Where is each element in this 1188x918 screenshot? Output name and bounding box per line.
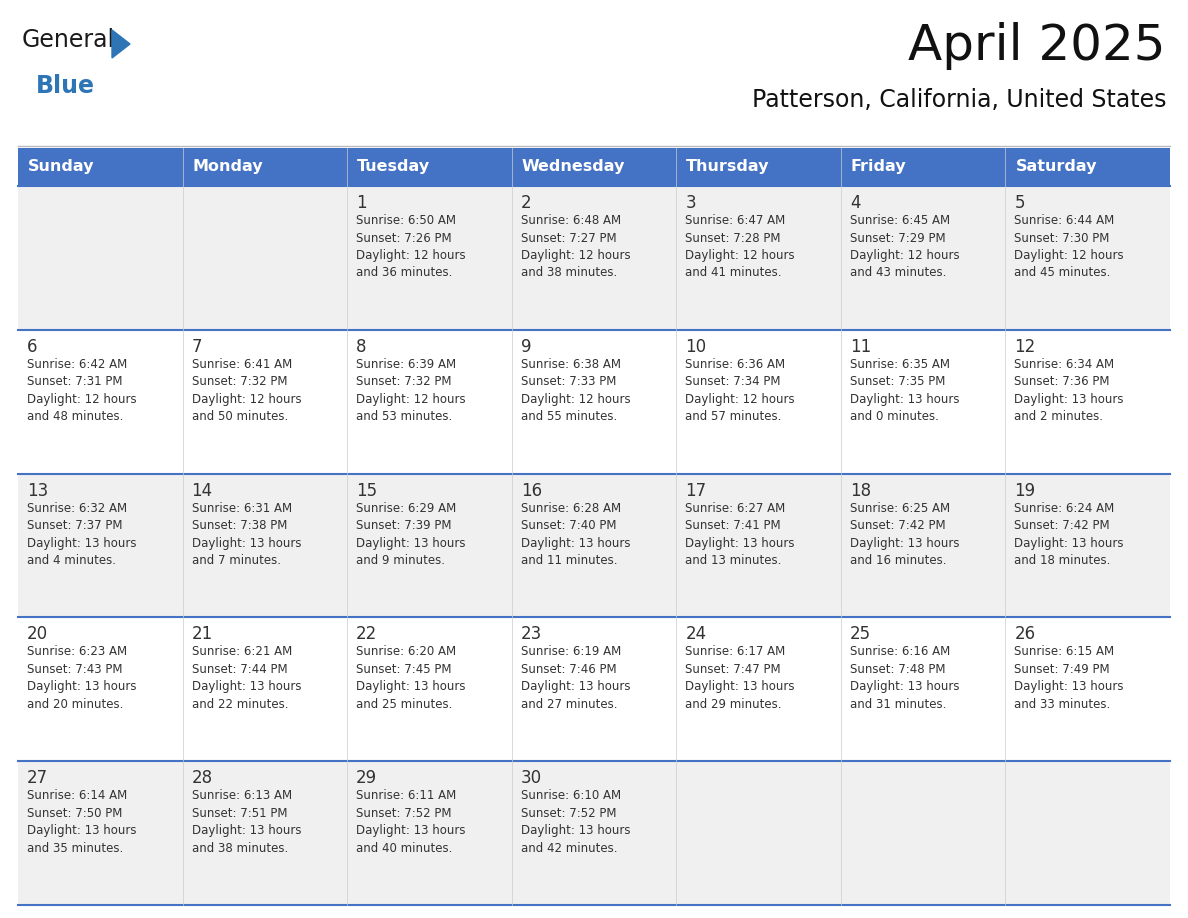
Text: Sunrise: 6:20 AM
Sunset: 7:45 PM
Daylight: 13 hours
and 25 minutes.: Sunrise: 6:20 AM Sunset: 7:45 PM Dayligh… <box>356 645 466 711</box>
Bar <box>18 618 1170 761</box>
Bar <box>18 330 1170 474</box>
Text: Sunrise: 6:15 AM
Sunset: 7:49 PM
Daylight: 13 hours
and 33 minutes.: Sunrise: 6:15 AM Sunset: 7:49 PM Dayligh… <box>1015 645 1124 711</box>
Text: 18: 18 <box>849 482 871 499</box>
Text: 27: 27 <box>27 769 49 788</box>
Text: 12: 12 <box>1015 338 1036 356</box>
Text: Sunrise: 6:28 AM
Sunset: 7:40 PM
Daylight: 13 hours
and 11 minutes.: Sunrise: 6:28 AM Sunset: 7:40 PM Dayligh… <box>520 501 630 567</box>
Text: Sunrise: 6:25 AM
Sunset: 7:42 PM
Daylight: 13 hours
and 16 minutes.: Sunrise: 6:25 AM Sunset: 7:42 PM Dayligh… <box>849 501 960 567</box>
Text: 4: 4 <box>849 194 860 212</box>
Text: Thursday: Thursday <box>687 160 770 174</box>
Text: Sunrise: 6:42 AM
Sunset: 7:31 PM
Daylight: 12 hours
and 48 minutes.: Sunrise: 6:42 AM Sunset: 7:31 PM Dayligh… <box>27 358 137 423</box>
Text: 9: 9 <box>520 338 531 356</box>
Polygon shape <box>112 30 129 58</box>
Text: 8: 8 <box>356 338 367 356</box>
Text: 25: 25 <box>849 625 871 644</box>
Text: Sunrise: 6:14 AM
Sunset: 7:50 PM
Daylight: 13 hours
and 35 minutes.: Sunrise: 6:14 AM Sunset: 7:50 PM Dayligh… <box>27 789 137 855</box>
Text: Sunrise: 6:50 AM
Sunset: 7:26 PM
Daylight: 12 hours
and 36 minutes.: Sunrise: 6:50 AM Sunset: 7:26 PM Dayligh… <box>356 214 466 279</box>
Text: Sunrise: 6:39 AM
Sunset: 7:32 PM
Daylight: 12 hours
and 53 minutes.: Sunrise: 6:39 AM Sunset: 7:32 PM Dayligh… <box>356 358 466 423</box>
Text: Patterson, California, United States: Patterson, California, United States <box>752 88 1165 112</box>
Text: Blue: Blue <box>36 74 95 98</box>
Bar <box>18 148 1170 186</box>
Text: Friday: Friday <box>851 160 906 174</box>
Bar <box>18 186 1170 330</box>
Text: Saturday: Saturday <box>1016 160 1097 174</box>
Text: Sunrise: 6:36 AM
Sunset: 7:34 PM
Daylight: 12 hours
and 57 minutes.: Sunrise: 6:36 AM Sunset: 7:34 PM Dayligh… <box>685 358 795 423</box>
Text: April 2025: April 2025 <box>909 22 1165 70</box>
Text: 1: 1 <box>356 194 367 212</box>
Text: Sunrise: 6:27 AM
Sunset: 7:41 PM
Daylight: 13 hours
and 13 minutes.: Sunrise: 6:27 AM Sunset: 7:41 PM Dayligh… <box>685 501 795 567</box>
Text: Monday: Monday <box>192 160 264 174</box>
Text: Sunrise: 6:24 AM
Sunset: 7:42 PM
Daylight: 13 hours
and 18 minutes.: Sunrise: 6:24 AM Sunset: 7:42 PM Dayligh… <box>1015 501 1124 567</box>
Text: 15: 15 <box>356 482 378 499</box>
Text: Sunrise: 6:48 AM
Sunset: 7:27 PM
Daylight: 12 hours
and 38 minutes.: Sunrise: 6:48 AM Sunset: 7:27 PM Dayligh… <box>520 214 631 279</box>
Text: 13: 13 <box>27 482 49 499</box>
Text: 10: 10 <box>685 338 707 356</box>
Text: Sunrise: 6:35 AM
Sunset: 7:35 PM
Daylight: 13 hours
and 0 minutes.: Sunrise: 6:35 AM Sunset: 7:35 PM Dayligh… <box>849 358 960 423</box>
Text: Wednesday: Wednesday <box>522 160 625 174</box>
Text: Sunrise: 6:34 AM
Sunset: 7:36 PM
Daylight: 13 hours
and 2 minutes.: Sunrise: 6:34 AM Sunset: 7:36 PM Dayligh… <box>1015 358 1124 423</box>
Text: 24: 24 <box>685 625 707 644</box>
Text: 7: 7 <box>191 338 202 356</box>
Text: Sunrise: 6:38 AM
Sunset: 7:33 PM
Daylight: 12 hours
and 55 minutes.: Sunrise: 6:38 AM Sunset: 7:33 PM Dayligh… <box>520 358 631 423</box>
Text: 26: 26 <box>1015 625 1036 644</box>
Text: 11: 11 <box>849 338 871 356</box>
Text: 29: 29 <box>356 769 378 788</box>
Text: 14: 14 <box>191 482 213 499</box>
Text: Sunrise: 6:32 AM
Sunset: 7:37 PM
Daylight: 13 hours
and 4 minutes.: Sunrise: 6:32 AM Sunset: 7:37 PM Dayligh… <box>27 501 137 567</box>
Text: Sunrise: 6:31 AM
Sunset: 7:38 PM
Daylight: 13 hours
and 7 minutes.: Sunrise: 6:31 AM Sunset: 7:38 PM Dayligh… <box>191 501 301 567</box>
Text: 21: 21 <box>191 625 213 644</box>
Text: Sunrise: 6:41 AM
Sunset: 7:32 PM
Daylight: 12 hours
and 50 minutes.: Sunrise: 6:41 AM Sunset: 7:32 PM Dayligh… <box>191 358 302 423</box>
Text: 19: 19 <box>1015 482 1036 499</box>
Text: Sunrise: 6:23 AM
Sunset: 7:43 PM
Daylight: 13 hours
and 20 minutes.: Sunrise: 6:23 AM Sunset: 7:43 PM Dayligh… <box>27 645 137 711</box>
Text: Sunrise: 6:47 AM
Sunset: 7:28 PM
Daylight: 12 hours
and 41 minutes.: Sunrise: 6:47 AM Sunset: 7:28 PM Dayligh… <box>685 214 795 279</box>
Text: 2: 2 <box>520 194 531 212</box>
Text: 6: 6 <box>27 338 38 356</box>
Bar <box>18 761 1170 905</box>
Text: 5: 5 <box>1015 194 1025 212</box>
Text: Tuesday: Tuesday <box>358 160 430 174</box>
Text: Sunrise: 6:16 AM
Sunset: 7:48 PM
Daylight: 13 hours
and 31 minutes.: Sunrise: 6:16 AM Sunset: 7:48 PM Dayligh… <box>849 645 960 711</box>
Text: Sunrise: 6:13 AM
Sunset: 7:51 PM
Daylight: 13 hours
and 38 minutes.: Sunrise: 6:13 AM Sunset: 7:51 PM Dayligh… <box>191 789 301 855</box>
Text: Sunrise: 6:11 AM
Sunset: 7:52 PM
Daylight: 13 hours
and 40 minutes.: Sunrise: 6:11 AM Sunset: 7:52 PM Dayligh… <box>356 789 466 855</box>
Text: Sunrise: 6:45 AM
Sunset: 7:29 PM
Daylight: 12 hours
and 43 minutes.: Sunrise: 6:45 AM Sunset: 7:29 PM Dayligh… <box>849 214 960 279</box>
Text: Sunday: Sunday <box>29 160 95 174</box>
Text: Sunrise: 6:29 AM
Sunset: 7:39 PM
Daylight: 13 hours
and 9 minutes.: Sunrise: 6:29 AM Sunset: 7:39 PM Dayligh… <box>356 501 466 567</box>
Text: 30: 30 <box>520 769 542 788</box>
Bar <box>18 474 1170 618</box>
Text: 23: 23 <box>520 625 542 644</box>
Text: Sunrise: 6:21 AM
Sunset: 7:44 PM
Daylight: 13 hours
and 22 minutes.: Sunrise: 6:21 AM Sunset: 7:44 PM Dayligh… <box>191 645 301 711</box>
Text: 3: 3 <box>685 194 696 212</box>
Text: 22: 22 <box>356 625 378 644</box>
Text: 16: 16 <box>520 482 542 499</box>
Text: 28: 28 <box>191 769 213 788</box>
Text: 20: 20 <box>27 625 49 644</box>
Text: Sunrise: 6:19 AM
Sunset: 7:46 PM
Daylight: 13 hours
and 27 minutes.: Sunrise: 6:19 AM Sunset: 7:46 PM Dayligh… <box>520 645 630 711</box>
Text: 17: 17 <box>685 482 707 499</box>
Text: Sunrise: 6:17 AM
Sunset: 7:47 PM
Daylight: 13 hours
and 29 minutes.: Sunrise: 6:17 AM Sunset: 7:47 PM Dayligh… <box>685 645 795 711</box>
Text: Sunrise: 6:10 AM
Sunset: 7:52 PM
Daylight: 13 hours
and 42 minutes.: Sunrise: 6:10 AM Sunset: 7:52 PM Dayligh… <box>520 789 630 855</box>
Text: Sunrise: 6:44 AM
Sunset: 7:30 PM
Daylight: 12 hours
and 45 minutes.: Sunrise: 6:44 AM Sunset: 7:30 PM Dayligh… <box>1015 214 1124 279</box>
Text: General: General <box>23 28 115 52</box>
